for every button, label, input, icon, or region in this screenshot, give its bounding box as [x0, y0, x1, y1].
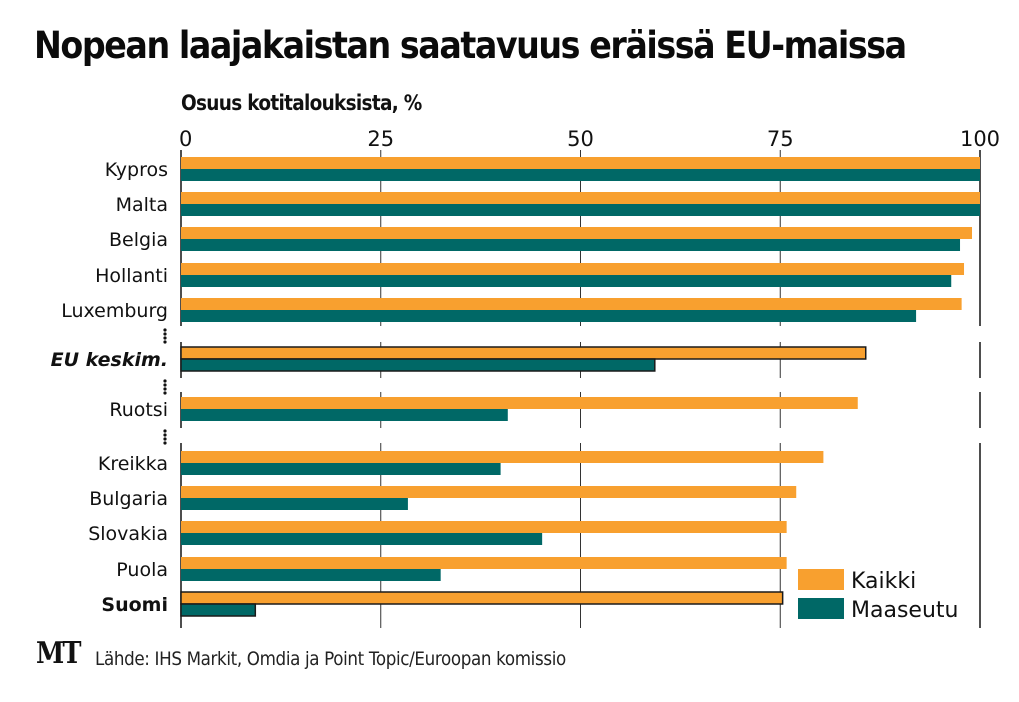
- bar-kaikki-kypros: [181, 157, 980, 169]
- category-label: Hollanti: [95, 265, 168, 287]
- category-label: Slovakia: [88, 523, 168, 545]
- chart-title: Nopean laajakaistan saatavuus eräissä EU…: [34, 24, 907, 67]
- bar-maaseutu-suomi: [180, 603, 257, 617]
- category-label: Ruotsi: [109, 399, 168, 421]
- bar-kaikki-kreikka: [181, 451, 824, 463]
- group-separator-dot: [163, 328, 167, 332]
- group-separator-dot: [163, 391, 167, 395]
- category-label: EU keskim.: [51, 349, 168, 371]
- bar-maaseutu-ruotsi: [181, 409, 508, 421]
- x-tick-label: 25: [367, 127, 394, 151]
- group-separator-dot: [163, 433, 167, 437]
- category-label: Bulgaria: [89, 488, 168, 510]
- bars: [180, 157, 980, 617]
- bar-maaseutu-eu-keskim-: [180, 358, 656, 372]
- bar-maaseutu-luxemburg: [181, 310, 917, 322]
- legend-swatch-kaikki: [798, 569, 844, 590]
- group-separator-dot: [163, 441, 167, 445]
- category-label: Kypros: [105, 159, 168, 181]
- x-tick-label: 100: [960, 127, 1000, 151]
- category-labels: Kypros Malta Belgia Hollanti Luxemburg EU kes…: [51, 159, 168, 616]
- group-separator-dot: [163, 429, 167, 433]
- bar-kaikki-bulgaria: [181, 486, 797, 498]
- bar-maaseutu-malta: [181, 204, 980, 216]
- legend-label-maaseutu: Maaseutu: [851, 598, 958, 623]
- group-separator-dot: [163, 340, 167, 344]
- category-label: Puola: [116, 559, 168, 581]
- bar-maaseutu-bulgaria: [181, 498, 408, 510]
- x-tick-label: 75: [767, 127, 794, 151]
- bar-maaseutu-belgia: [181, 239, 961, 251]
- bar-kaikki-belgia: [181, 227, 973, 239]
- bar-kaikki-hollanti: [181, 263, 965, 275]
- group-separator-dot: [163, 383, 167, 387]
- category-label: Belgia: [109, 229, 168, 251]
- group-separator-dot: [163, 437, 167, 441]
- group-separator-dot: [163, 387, 167, 391]
- bar-kaikki-luxemburg: [181, 298, 962, 310]
- category-label: Suomi: [101, 594, 168, 616]
- bar-kaikki-suomi: [180, 591, 784, 605]
- axis-label: Osuus kotitalouksista, %: [181, 91, 422, 115]
- bar-maaseutu-puola: [181, 569, 441, 581]
- legend-label-kaikki: Kaikki: [851, 569, 916, 594]
- bar-kaikki-puola: [181, 557, 787, 569]
- mt-logo: MT: [36, 636, 82, 671]
- group-separator-dot: [163, 336, 167, 340]
- source-note: Lähde: IHS Markit, Omdia ja Point Topic/…: [95, 648, 566, 670]
- bar-kaikki-slovakia: [181, 521, 787, 533]
- category-label: Luxemburg: [61, 300, 168, 322]
- bar-maaseutu-slovakia: [181, 533, 543, 545]
- bar-maaseutu-hollanti: [181, 275, 952, 287]
- x-tick-label: 50: [567, 127, 594, 151]
- group-separator-dot: [163, 379, 167, 383]
- category-label: Kreikka: [98, 453, 168, 475]
- tick-labels: 0 25 50 75 100: [179, 127, 1000, 151]
- grid-layer: [180, 150, 981, 628]
- group-separator-dot: [163, 332, 167, 336]
- legend: Kaikki Maaseutu: [798, 569, 958, 623]
- bar-maaseutu-kreikka: [181, 463, 501, 475]
- bar-kaikki-malta: [181, 192, 980, 204]
- x-tick-label: 0: [179, 127, 192, 151]
- bar-maaseutu-kypros: [181, 169, 980, 181]
- category-label: Malta: [116, 194, 168, 216]
- bar-kaikki-ruotsi: [181, 397, 858, 409]
- bar-kaikki-eu-keskim-: [180, 346, 867, 360]
- legend-swatch-maaseutu: [798, 598, 844, 619]
